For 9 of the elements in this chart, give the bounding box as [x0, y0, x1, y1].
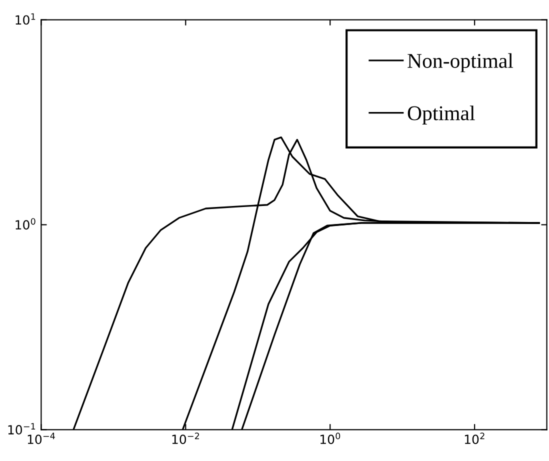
legend-label: Optimal — [408, 106, 475, 125]
y-tick-label: 10$^{1}$ — [16, 13, 36, 25]
x-tick-label: 10$^{2}$ — [464, 432, 484, 444]
y-tick-label: 10$^{−1}$ — [8, 423, 36, 434]
x-tick-label: 10$^{−2}$ — [172, 432, 199, 444]
x-tick-label: 10$^{0}$ — [320, 432, 340, 444]
y-tick-label: 10$^{0}$ — [16, 218, 36, 230]
x-tick-label: 10$^{−4}$ — [28, 432, 55, 444]
legend-label: Non-optimal — [408, 53, 514, 72]
